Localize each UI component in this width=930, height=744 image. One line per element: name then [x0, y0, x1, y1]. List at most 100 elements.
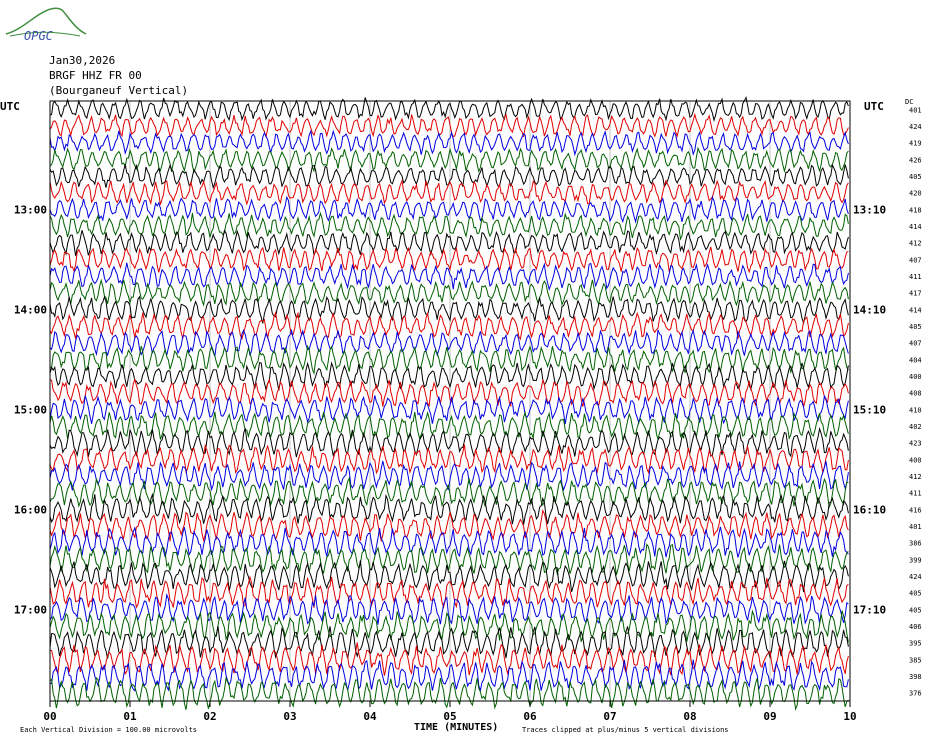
trace-line	[49, 575, 849, 609]
trace-line	[49, 278, 849, 307]
right-time-labels: 13:10 14:10 15:10 16:10 17:10	[853, 203, 886, 616]
left-time-label: 17:00	[14, 603, 47, 616]
trace-line	[49, 410, 849, 441]
trace-line	[49, 195, 849, 224]
x-tick-label: 09	[763, 710, 776, 723]
dc-offset-label: 401	[909, 106, 922, 114]
left-time-label: 16:00	[14, 503, 47, 516]
x-tick-label: 05	[443, 710, 456, 723]
dc-offset-label: 400	[909, 456, 922, 464]
right-time-label: 16:10	[853, 503, 886, 516]
trace-line	[49, 508, 849, 543]
right-time-label: 15:10	[853, 403, 886, 416]
x-tick-label: 10	[843, 710, 856, 723]
dc-offset-label: 401	[909, 523, 922, 531]
trace-line	[49, 129, 849, 157]
dc-offset-label: 416	[909, 506, 922, 514]
x-axis-title: TIME (MINUTES)	[414, 722, 499, 733]
trace-line	[49, 625, 849, 660]
right-time-label: 14:10	[853, 303, 886, 316]
dc-offset-label: 412	[909, 240, 922, 248]
x-tick-label: 06	[523, 710, 537, 723]
trace-line	[49, 526, 849, 558]
trace-line	[49, 179, 849, 206]
dc-offset-label: 408	[909, 390, 922, 398]
trace-line	[49, 659, 849, 693]
x-tick-label: 08	[683, 710, 696, 723]
x-tick-label: 04	[363, 710, 377, 723]
dc-offset-label: 411	[909, 273, 922, 281]
dc-offset-label: 405	[909, 173, 922, 181]
station-label: BRGF HHZ FR 00	[49, 69, 142, 82]
right-time-label: 13:10	[853, 203, 886, 216]
trace-line	[49, 295, 849, 325]
left-time-label: 15:00	[14, 403, 47, 416]
x-tick-label: 01	[123, 710, 137, 723]
clip-note: Traces clipped at plus/minus 5 vertical …	[522, 726, 729, 734]
trace-line	[49, 592, 849, 626]
x-axis: 00 01 02 03 04 05 06 07 08 09 10	[43, 701, 857, 723]
trace-line	[49, 492, 849, 525]
dc-offset-label: 386	[909, 540, 922, 548]
trace-line	[49, 229, 849, 257]
trace-line	[49, 211, 849, 241]
dc-offset-label: 407	[909, 256, 922, 264]
dc-offset-label: 405	[909, 590, 922, 598]
dc-offset-label: 424	[909, 123, 922, 131]
trace-line	[49, 310, 849, 341]
left-time-labels: 13:00 14:00 15:00 16:00 17:00	[14, 203, 47, 616]
dc-offset-label: 424	[909, 573, 922, 581]
dc-offset-label: 400	[909, 373, 922, 381]
trace-line	[49, 377, 849, 408]
trace-line	[49, 361, 849, 392]
x-tick-label: 02	[203, 710, 216, 723]
utc-left-label: UTC	[0, 100, 20, 113]
trace-line	[49, 246, 849, 274]
trace-line	[49, 476, 849, 509]
dc-offset-label: 407	[909, 340, 922, 348]
left-time-label: 14:00	[14, 303, 47, 316]
trace-line	[49, 328, 849, 357]
trace-line	[49, 443, 849, 475]
dc-offset-label: 418	[909, 206, 922, 214]
x-tick-label: 03	[283, 710, 296, 723]
utc-right-label: UTC	[864, 100, 884, 113]
dc-offset-labels: 401 424 419 426 405 420 418 414 412 407 411 417 414 4…	[909, 106, 922, 697]
right-time-label: 17:10	[853, 603, 886, 616]
division-note: Each Vertical Division = 100.00 microvol…	[20, 726, 198, 734]
trace-line	[49, 344, 849, 376]
left-time-label: 13:00	[14, 203, 47, 216]
trace-line	[49, 95, 849, 122]
dc-offset-label: 399	[909, 556, 922, 564]
date-label: Jan30,2026	[49, 54, 116, 67]
dc-offset-label: 385	[909, 656, 922, 664]
trace-line	[49, 394, 849, 425]
dc-offset-label: 414	[909, 306, 922, 314]
dc-offset-label: 395	[909, 640, 922, 648]
dc-offset-label: 405	[909, 606, 922, 614]
seismic-traces	[49, 95, 849, 711]
x-tick-label: 07	[603, 710, 616, 723]
logo-text: OPGC	[24, 29, 54, 43]
trace-line	[49, 146, 849, 174]
trace-line	[49, 560, 849, 593]
trace-line	[49, 642, 849, 676]
dc-offset-label: 405	[909, 323, 922, 331]
dc-offset-label: 411	[909, 490, 922, 498]
dc-offset-label: 423	[909, 440, 922, 448]
opgc-logo: OPGC	[5, 7, 87, 43]
trace-line	[49, 112, 849, 138]
dc-header-label: DC	[905, 98, 914, 106]
dc-offset-label: 410	[909, 406, 922, 414]
station-name-label: (Bourganeuf Vertical)	[49, 84, 189, 97]
dc-offset-label: 398	[909, 673, 922, 681]
x-tick-label: 00	[43, 710, 56, 723]
dc-offset-label: 419	[909, 140, 922, 148]
dc-offset-label: 412	[909, 473, 922, 481]
dc-offset-label: 406	[909, 623, 922, 631]
trace-line	[49, 262, 849, 291]
dc-offset-label: 376	[909, 690, 922, 698]
trace-line	[49, 609, 849, 643]
dc-offset-label: 414	[909, 223, 922, 231]
